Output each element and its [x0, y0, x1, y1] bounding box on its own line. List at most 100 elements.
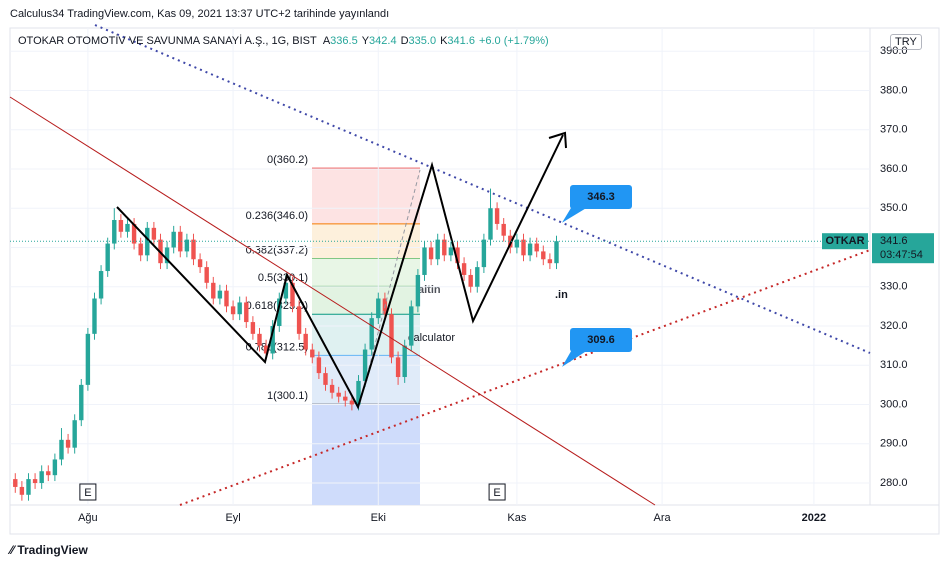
- body: [461, 263, 467, 275]
- watermark: calculator: [408, 332, 455, 344]
- fib-trend: [359, 169, 421, 404]
- body: [164, 247, 170, 264]
- ohlc: A336.5 Y342.4 D335.0 K341.6: [323, 35, 479, 47]
- body: [296, 306, 302, 334]
- body: [204, 267, 209, 283]
- body: [72, 420, 77, 448]
- body: [534, 243, 539, 252]
- ticker-box: [822, 233, 868, 250]
- footer: ⁄⁄ TradingView: [10, 543, 88, 557]
- body: [250, 322, 256, 334]
- currency[interactable]: TRY: [890, 34, 922, 50]
- body: [362, 349, 368, 381]
- body: [481, 239, 487, 268]
- body: [349, 400, 355, 405]
- body: [112, 220, 117, 244]
- ohlc-value: 335.0: [408, 35, 437, 47]
- event-label: E: [493, 487, 500, 499]
- x-tick-label: Ağu: [78, 512, 98, 524]
- body: [52, 459, 58, 476]
- body: [541, 251, 546, 260]
- body: [323, 373, 328, 385]
- body: [79, 384, 84, 421]
- body: [39, 471, 44, 484]
- x-tick-label: Kas: [507, 512, 526, 524]
- body: [442, 239, 447, 256]
- body: [435, 239, 440, 260]
- body: [217, 290, 223, 299]
- event-badge: [79, 483, 97, 501]
- fib-band: [312, 168, 420, 224]
- ohlc-key: D: [400, 35, 409, 47]
- drawings: [9, 24, 871, 506]
- event-label: E: [84, 487, 91, 499]
- fib-label: 1(300.1): [267, 390, 308, 402]
- price-box: [872, 233, 934, 264]
- body: [343, 396, 348, 401]
- y-tick-label: 290.0: [880, 438, 908, 450]
- body: [475, 267, 480, 287]
- body: [369, 318, 374, 350]
- body: [171, 231, 176, 248]
- watermark: altin: [418, 284, 441, 296]
- arrow-head: [548, 131, 567, 149]
- body: [554, 241, 559, 264]
- x-tick-label: Eki: [371, 512, 386, 524]
- body: [415, 274, 421, 307]
- body: [501, 223, 506, 236]
- body: [488, 208, 493, 240]
- body: [178, 231, 183, 252]
- body: [389, 314, 394, 358]
- body: [131, 223, 137, 244]
- body: [270, 325, 275, 354]
- fib-label: 0.5(330.1): [258, 272, 308, 284]
- body: [468, 274, 473, 287]
- y-tick-label: 390.0: [880, 45, 908, 57]
- ohlc-value: 342.4: [369, 35, 397, 47]
- body: [138, 243, 143, 256]
- body: [19, 486, 25, 495]
- fib-label: 0(360.2): [267, 154, 308, 166]
- fib-band: [312, 314, 420, 356]
- event-badge: [488, 483, 506, 501]
- body: [184, 239, 190, 252]
- frame: [9, 27, 940, 535]
- body: [356, 380, 361, 405]
- annotations: E E OTKAR 341.6 03:47:54 346.3 309.6: [10, 185, 934, 501]
- body: [197, 259, 203, 268]
- y-tick-label: 280.0: [880, 477, 908, 489]
- trend-line: [179, 249, 871, 506]
- body: [244, 302, 249, 323]
- ohlc-value: 341.6: [447, 35, 475, 47]
- body: [59, 439, 64, 460]
- body: [402, 345, 407, 378]
- body: [85, 333, 91, 385]
- body: [118, 220, 124, 232]
- body: [145, 227, 150, 256]
- body: [151, 227, 157, 240]
- grid: 280.0290.0300.0310.0320.0330.0340.0350.0…: [10, 28, 908, 524]
- body: [494, 208, 500, 224]
- trend-line: [9, 96, 656, 506]
- legend: OTOKAR OTOMOTİV VE SAVUNMA SANAYİ A.Ş., …: [18, 35, 553, 47]
- symbol: OTOKAR OTOMOTİV VE SAVUNMA SANAYİ A.Ş., …: [18, 35, 317, 47]
- fib-band: [312, 223, 420, 259]
- fib-band: [312, 286, 420, 315]
- change: +6.0 (+1.79%): [478, 35, 549, 47]
- body: [26, 479, 31, 495]
- body: [32, 479, 38, 484]
- body: [409, 306, 414, 346]
- fib-label: 0.382(337.2): [246, 244, 308, 256]
- x-tick-label: 2022: [802, 512, 826, 524]
- fib-extension: [312, 404, 420, 505]
- body: [257, 333, 262, 346]
- ticker: OTKAR: [825, 235, 864, 247]
- body: [125, 223, 130, 232]
- body: [508, 235, 513, 248]
- body: [230, 306, 236, 315]
- x-tick-label: Ara: [654, 512, 672, 524]
- fib-band: [312, 258, 420, 287]
- callout-label: 309.6: [587, 334, 615, 346]
- body: [65, 439, 71, 448]
